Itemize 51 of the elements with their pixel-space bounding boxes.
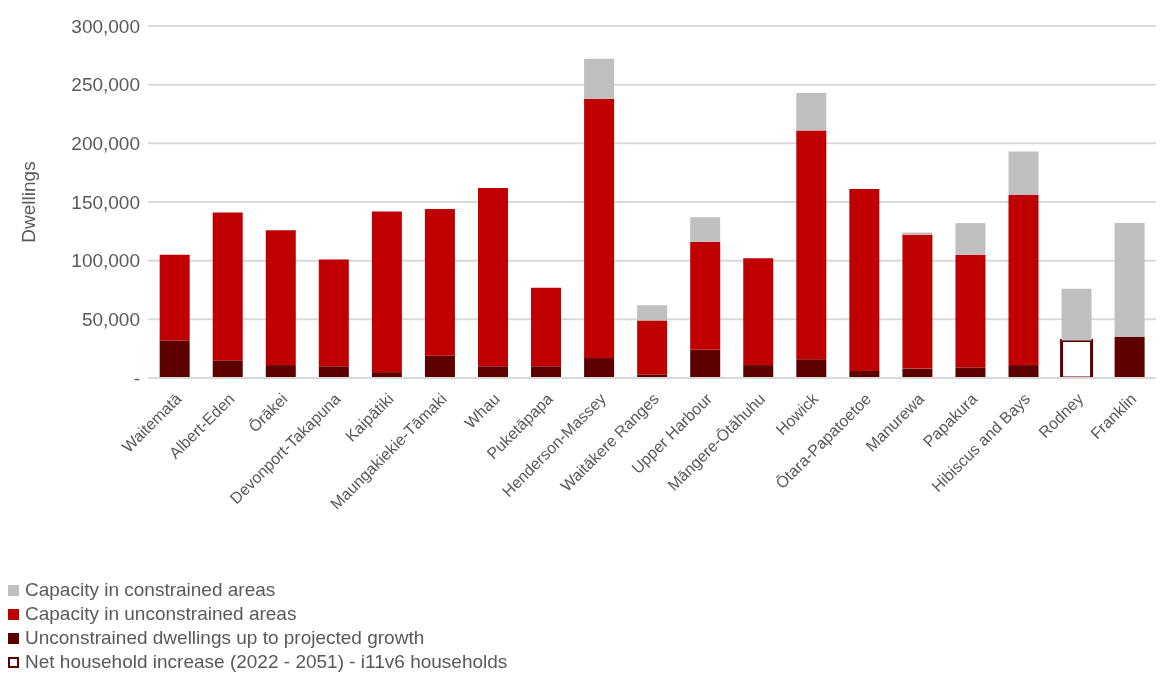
bar [690,349,721,378]
legend-label: Unconstrained dwellings up to projected growth [25,626,425,650]
bar [796,92,827,131]
bar [584,358,615,378]
bar [477,366,508,378]
bar [1008,194,1039,366]
bar [1114,223,1145,337]
bar [849,189,880,371]
bar [1114,336,1145,378]
bar [637,320,668,375]
bar [424,209,455,356]
legend-label: Net household increase (2022 - 2051) - i11v6 households [25,650,508,674]
bar [477,187,508,367]
bar [743,258,774,366]
bar [318,259,349,367]
y-tick-label: - [133,367,140,389]
bar [584,58,615,99]
bar [531,366,562,378]
y-axis-title: Dwellings [17,161,39,243]
bar [690,241,721,350]
bar [902,234,933,369]
bar [212,360,243,378]
bar [637,305,668,321]
bar [1008,365,1039,378]
y-tick-label: 150,000 [71,191,140,213]
bar [1061,288,1092,341]
y-tick-label: 250,000 [71,74,140,96]
bar [424,355,455,378]
y-tick-label: 300,000 [71,15,140,37]
bar [159,340,190,378]
y-tick-label: 200,000 [71,133,140,155]
bar [584,98,615,359]
bar [212,212,243,361]
bar [955,367,986,378]
bar [159,254,190,341]
bar [796,359,827,378]
bar [318,366,349,378]
bar [955,254,986,368]
bar [1008,151,1039,195]
legend-label: Capacity in constrained areas [25,578,276,602]
bar [796,130,827,360]
y-tick-label: 100,000 [71,250,140,272]
bar [743,365,774,378]
legend-label: Capacity in unconstrained areas [25,602,297,626]
y-tick-label: 50,000 [81,309,140,331]
bar [265,230,296,366]
bar [690,217,721,242]
bar [955,223,986,255]
bar [265,365,296,378]
bar [531,287,562,367]
bar [371,211,402,373]
